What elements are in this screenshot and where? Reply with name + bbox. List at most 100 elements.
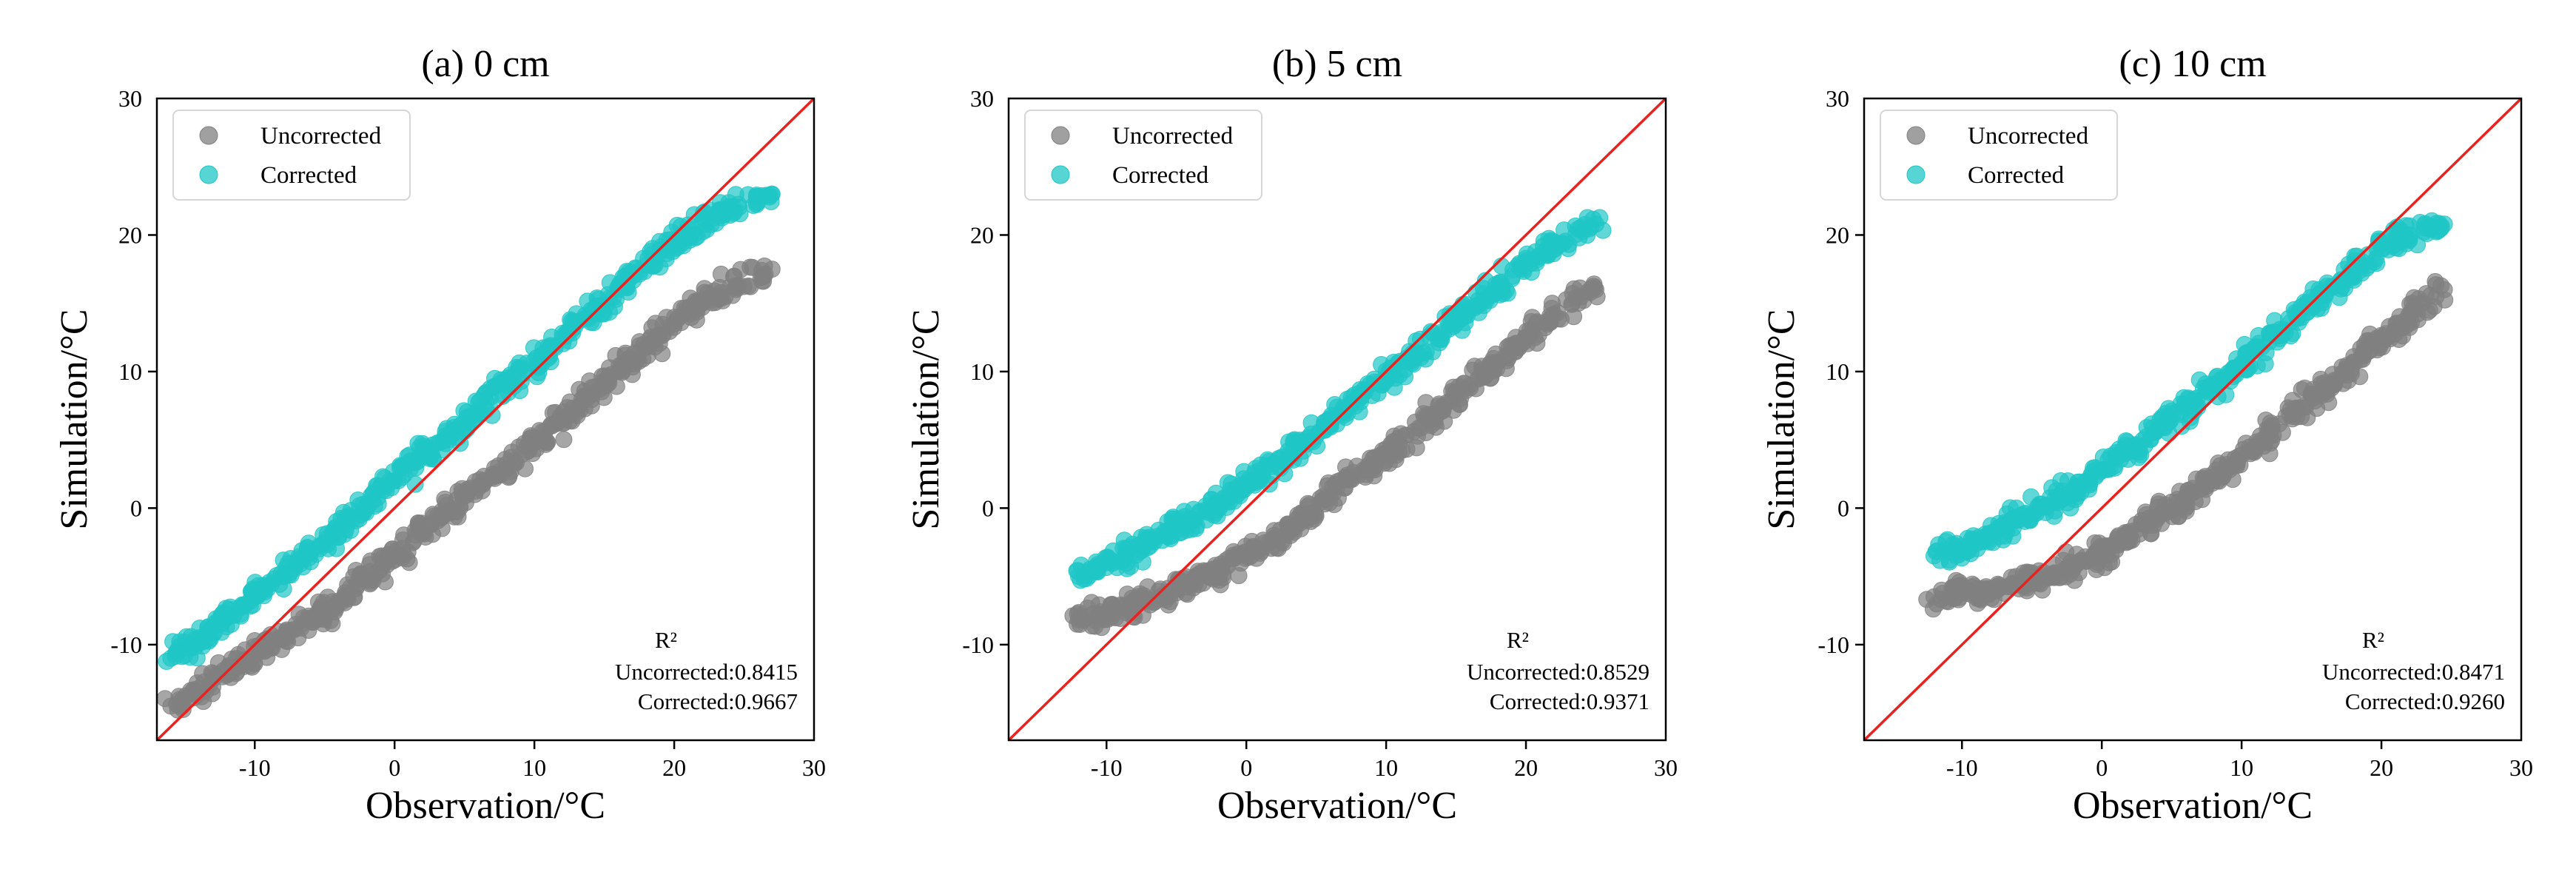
legend-box	[1024, 110, 1262, 201]
point-uncorrected	[673, 300, 690, 318]
series-uncorrected	[1064, 275, 1606, 637]
point-uncorrected	[236, 641, 254, 659]
point-corrected	[2052, 472, 2070, 489]
legend-label-uncorrected: Uncorrected	[1112, 123, 1234, 150]
point-uncorrected	[2324, 376, 2341, 394]
point-uncorrected	[1521, 327, 1538, 345]
point-corrected	[1332, 404, 1350, 422]
x-tick-label: 20	[1514, 754, 1538, 781]
legend-label-uncorrected: Uncorrected	[260, 123, 382, 150]
x-axis-label: Observation/°C	[1217, 785, 1457, 827]
y-tick-label: -10	[1817, 631, 1849, 658]
y-tick-label: 30	[970, 85, 994, 112]
point-uncorrected	[1319, 477, 1336, 494]
point-corrected	[1390, 366, 1408, 384]
legend-label-uncorrected: Uncorrected	[1968, 123, 2089, 150]
x-axis-label: Observation/°C	[2073, 785, 2313, 827]
point-uncorrected	[1544, 295, 1561, 312]
legend-label-corrected: Corrected	[1112, 162, 1209, 189]
point-corrected	[1977, 529, 1995, 546]
point-corrected	[1134, 553, 1151, 571]
point-corrected	[1584, 210, 1602, 228]
point-corrected	[2432, 219, 2450, 237]
y-tick-label: 0	[982, 494, 994, 521]
point-uncorrected	[539, 434, 556, 451]
point-corrected	[1493, 273, 1510, 291]
y-tick-label: 0	[130, 494, 142, 521]
chart-title: (c) 10 cm	[2119, 43, 2266, 85]
point-uncorrected	[1230, 567, 1248, 585]
scatter-panel-2: -10 0 10 20 30 -10 0 10 20 30 (b) 5 cm Observation/…	[905, 43, 1678, 827]
point-uncorrected	[2100, 554, 2118, 571]
point-uncorrected	[2096, 537, 2113, 555]
point-uncorrected	[1385, 441, 1402, 459]
point-uncorrected	[2111, 534, 2129, 552]
point-uncorrected	[508, 454, 525, 472]
reference-line	[1009, 98, 1666, 740]
point-corrected	[2262, 325, 2280, 343]
point-uncorrected	[1987, 582, 2005, 600]
series-corrected	[158, 185, 781, 670]
data-points	[1064, 209, 1612, 637]
r2-header: R²	[2362, 627, 2384, 653]
point-uncorrected	[2351, 368, 2369, 386]
point-uncorrected	[1358, 462, 1376, 480]
point-uncorrected	[1522, 312, 1540, 330]
point-corrected	[423, 436, 441, 454]
plot-frame	[155, 97, 815, 742]
point-uncorrected	[2381, 318, 2398, 335]
reference-line	[157, 98, 814, 740]
point-corrected	[328, 540, 345, 557]
point-corrected	[2179, 389, 2197, 407]
point-corrected	[2365, 253, 2383, 271]
series-corrected	[1926, 212, 2453, 571]
point-uncorrected	[311, 600, 329, 618]
point-corrected	[535, 345, 553, 363]
point-corrected	[2096, 460, 2113, 478]
point-uncorrected	[600, 374, 618, 392]
point-corrected	[191, 620, 209, 637]
y-tick-label: 10	[118, 358, 142, 385]
point-uncorrected	[1553, 310, 1570, 328]
point-corrected	[2045, 507, 2063, 525]
point-uncorrected	[1455, 380, 1473, 398]
point-corrected	[749, 193, 767, 211]
legend-marker-corrected	[199, 165, 218, 184]
data-points	[1918, 212, 2454, 618]
scatter-panel-1: -10 0 10 20 30 -10 0 10 20 30 (a) 0 cm Observation/…	[53, 43, 826, 827]
legend-marker-corrected	[1906, 165, 1926, 184]
point-uncorrected	[753, 261, 770, 279]
point-corrected	[2008, 499, 2025, 517]
point-uncorrected	[1433, 401, 1451, 419]
point-corrected	[256, 578, 274, 596]
legend: Uncorrected Corrected	[172, 110, 411, 201]
point-uncorrected	[1572, 288, 1590, 306]
x-tick-label: -10	[1091, 754, 1123, 781]
x-tick-label: 0	[389, 754, 400, 781]
legend-label-corrected: Corrected	[260, 162, 357, 189]
point-uncorrected	[1106, 604, 1123, 622]
legend: Uncorrected Corrected	[1880, 110, 2118, 201]
point-corrected	[1373, 356, 1390, 373]
point-uncorrected	[1305, 510, 1323, 528]
point-uncorrected	[555, 431, 573, 449]
reference-line	[1864, 98, 2521, 740]
scatter-panel-3: -10 0 10 20 30 -10 0 10 20 30 (c) 10 cm Observation…	[1761, 43, 2533, 827]
x-tick-label: 10	[2230, 754, 2253, 781]
point-corrected	[2348, 247, 2366, 265]
point-uncorrected	[448, 491, 465, 509]
y-tick-label: 20	[970, 221, 994, 248]
point-corrected	[225, 607, 243, 624]
point-corrected	[730, 198, 747, 216]
point-corrected	[1470, 295, 1488, 313]
point-corrected	[2401, 232, 2418, 249]
point-uncorrected	[630, 352, 648, 370]
y-tick-label: 30	[1826, 85, 1849, 112]
legend: Uncorrected Corrected	[1024, 110, 1262, 201]
point-uncorrected	[1213, 561, 1230, 578]
point-uncorrected	[1408, 439, 1425, 457]
series-uncorrected	[1918, 272, 2454, 618]
point-corrected	[559, 325, 576, 343]
point-uncorrected	[1123, 589, 1141, 607]
point-corrected	[1594, 221, 1612, 239]
